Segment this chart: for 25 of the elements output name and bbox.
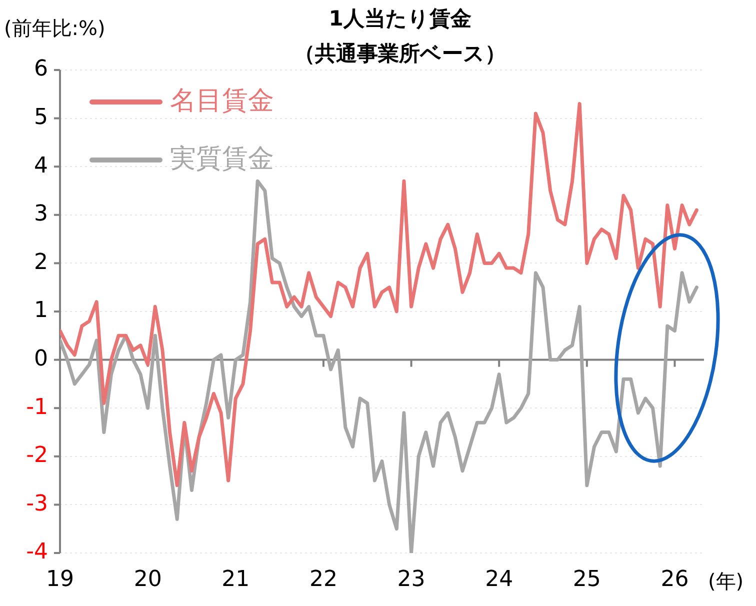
legend-label: 名目賃金 (170, 86, 274, 116)
chart-title: 1人当たり賃金 (328, 6, 472, 30)
x-tick-label: 19 (46, 566, 74, 592)
y-tick-label: -2 (26, 443, 48, 468)
y-tick-label: 5 (34, 105, 48, 130)
x-axis-title: (年) (708, 569, 744, 594)
x-tick-label: 21 (222, 566, 250, 592)
y-tick-label: 2 (34, 250, 48, 275)
y-tick-label: 0 (34, 346, 48, 372)
chart-subtitle: （共通事業所ベース） (294, 41, 506, 66)
x-tick-label: 24 (485, 566, 514, 592)
y-tick-label: 1 (34, 298, 48, 324)
x-tick-label: 22 (309, 566, 338, 592)
y-tick-label: 3 (34, 202, 48, 227)
y-tick-label: -4 (26, 540, 48, 565)
y-tick-label: -1 (26, 394, 48, 420)
x-tick-label: 20 (134, 566, 162, 592)
x-tick-label: 26 (660, 566, 689, 592)
legend-label: 実質賃金 (170, 144, 274, 174)
x-tick-label: 25 (572, 566, 601, 592)
y-axis-title: (前年比:%) (4, 16, 106, 40)
y-tick-label: 4 (34, 153, 48, 178)
y-tick-label: -3 (26, 491, 48, 516)
x-tick-label: 23 (397, 566, 426, 592)
y-tick-label: 6 (34, 56, 48, 82)
